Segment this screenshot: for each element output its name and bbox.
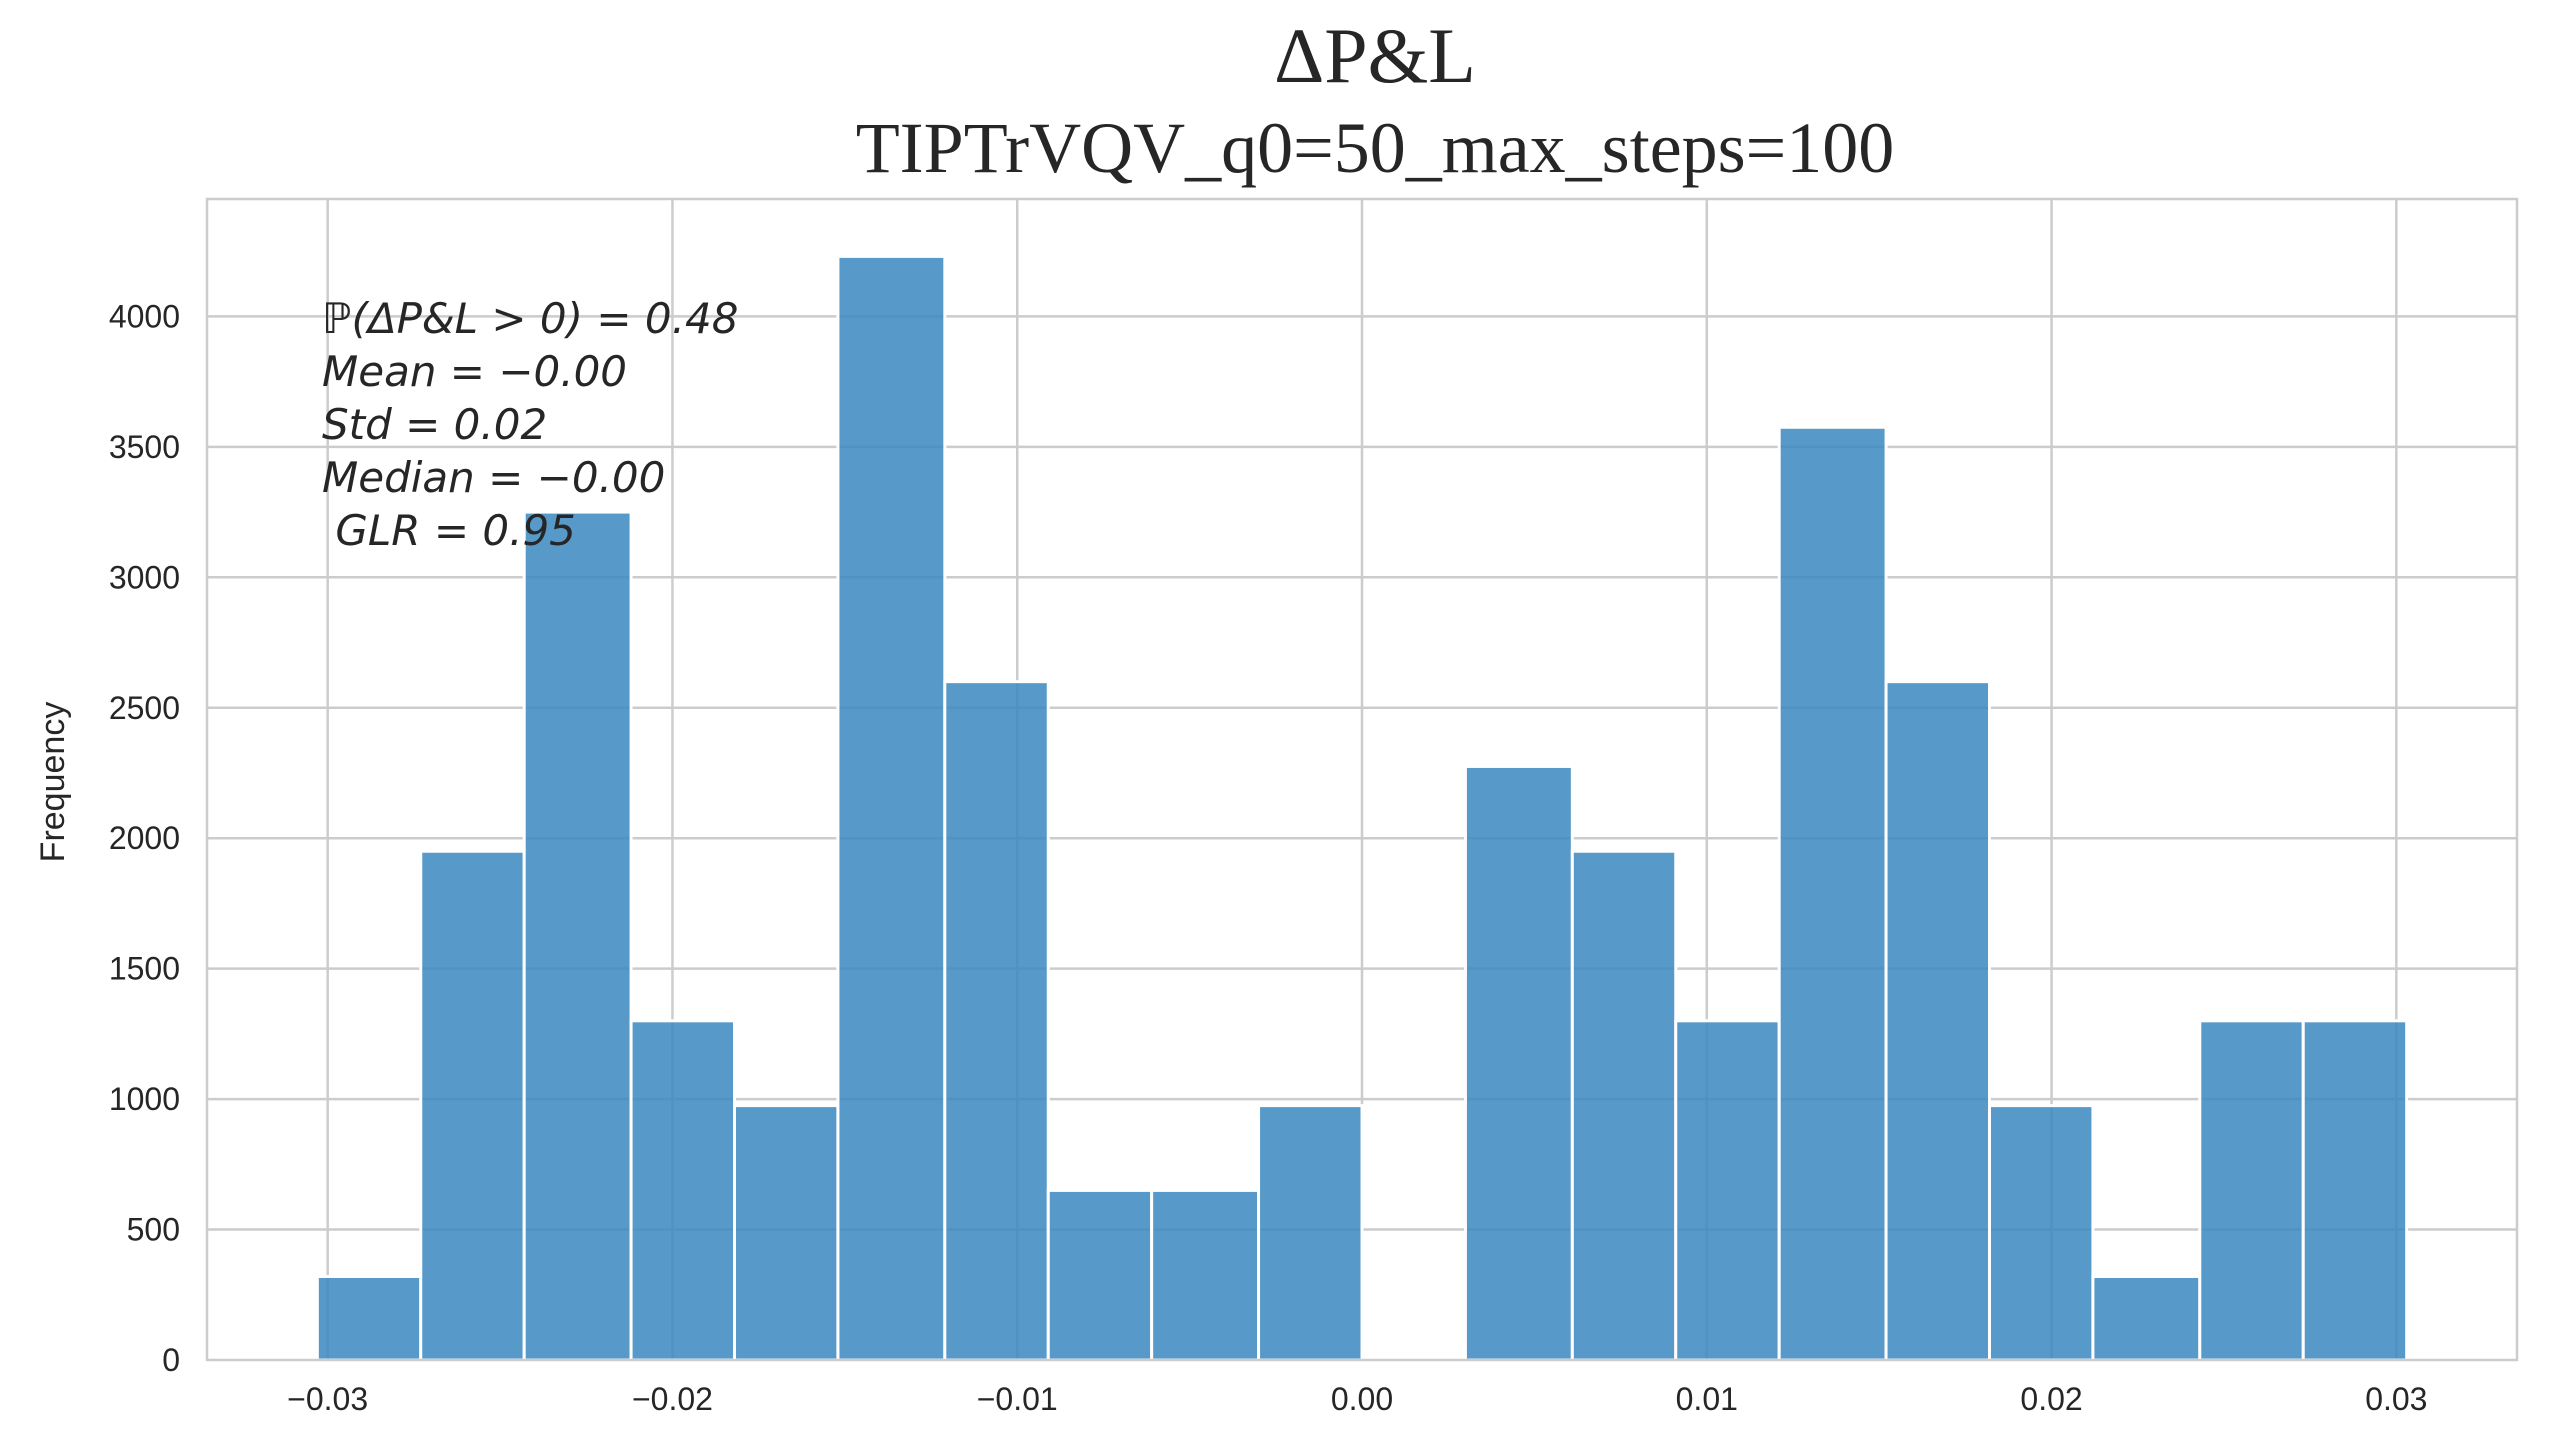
annotation-line: Median = −0.00 (322, 453, 665, 502)
chart-title: ΔP&L (1274, 12, 1476, 99)
histogram-bar (315, 1275, 423, 1362)
x-tick-label: 0.03 (2365, 1381, 2427, 1417)
histogram-bar (1257, 1104, 1364, 1362)
plot-frame (205, 197, 2519, 1362)
annotation-line: GLR = 0.95 (322, 506, 576, 555)
histogram-bar (1463, 764, 1574, 1362)
y-tick-label: 2000 (109, 820, 180, 856)
y-tick-label: 1000 (109, 1081, 180, 1117)
histogram-bar (836, 254, 947, 1362)
x-tick-label: −0.01 (977, 1381, 1058, 1417)
x-tick-label: −0.03 (287, 1381, 368, 1417)
histogram-bar (2301, 1019, 2409, 1362)
y-tick-label: 1500 (109, 951, 180, 987)
bar-layer (315, 254, 2409, 1362)
histogram-bar (419, 849, 526, 1362)
histogram-bar (1777, 425, 1888, 1362)
histogram-bar (2198, 1019, 2305, 1362)
y-tick-label: 3500 (109, 429, 180, 465)
y-axis-label: Frequency (34, 702, 72, 863)
histogram-bar (1150, 1188, 1261, 1362)
annotation-line: Mean = −0.00 (322, 347, 627, 396)
x-tick-label: 0.00 (1331, 1381, 1393, 1417)
histogram-bar (943, 680, 1050, 1362)
y-tick-label: 3000 (109, 559, 180, 595)
x-tick-label: 0.01 (1676, 1381, 1738, 1417)
x-tick-label: −0.02 (632, 1381, 713, 1417)
y-axis: 0 500 1000 1500 2000 2500 3000 3500 4000 (109, 298, 180, 1378)
chart-subtitle: TIPTrVQV_q0=50_max_steps=100 (856, 108, 1895, 188)
x-tick-label: 0.02 (2020, 1381, 2082, 1417)
y-tick-label: 500 (127, 1212, 180, 1248)
histogram-bar (1046, 1188, 1154, 1362)
histogram-bar (733, 1104, 840, 1362)
histogram-bar (2091, 1275, 2202, 1362)
histogram-bar (1884, 680, 1991, 1362)
y-tick-label: 4000 (109, 298, 180, 334)
x-axis: −0.03 −0.02 −0.01 0.00 0.01 0.02 0.03 (287, 1381, 2427, 1417)
histogram-bar (629, 1019, 737, 1362)
y-tick-label: 0 (162, 1342, 180, 1378)
annotation-line: ℙ(ΔP&L > 0) = 0.48 (322, 294, 738, 343)
histogram-bar (522, 510, 633, 1362)
histogram-bar (1987, 1104, 2095, 1362)
histogram-bar (1570, 849, 1678, 1362)
annotation-line: Std = 0.02 (322, 400, 547, 449)
histogram-bar (1674, 1019, 1781, 1362)
y-tick-label: 2500 (109, 690, 180, 726)
